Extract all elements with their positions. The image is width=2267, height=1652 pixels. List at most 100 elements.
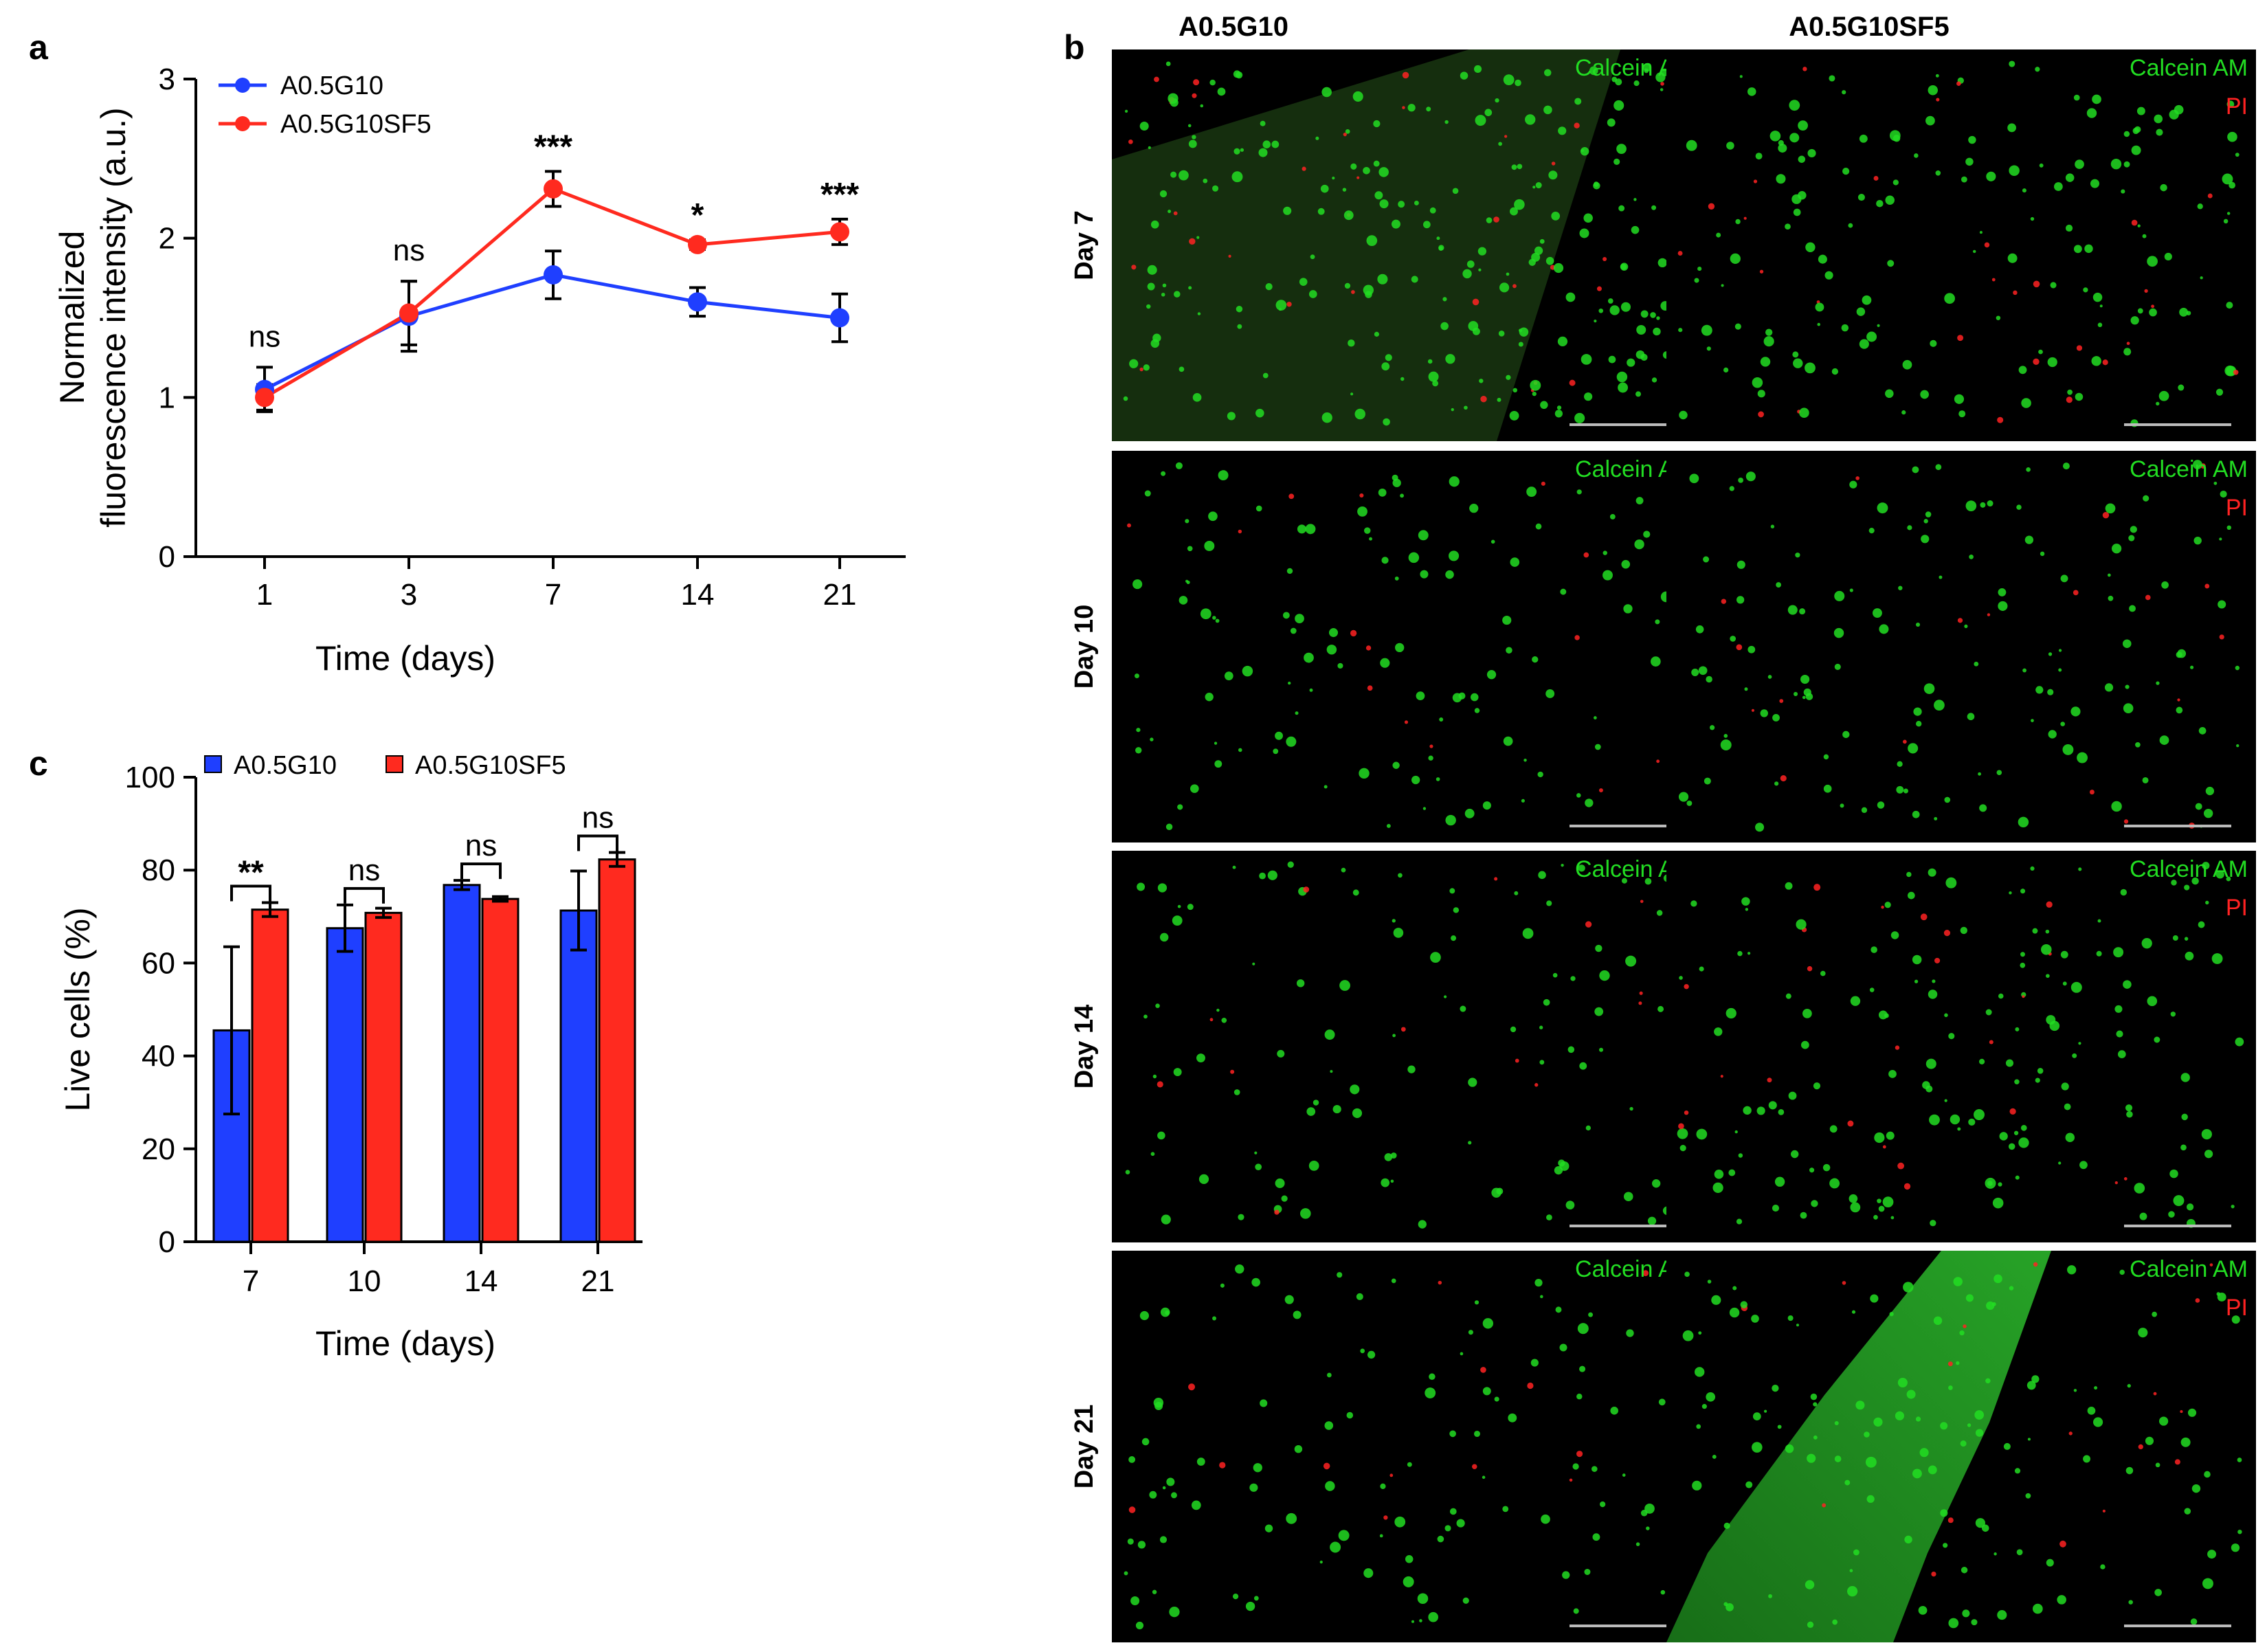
live-cell-dot [2075,392,2084,401]
live-cell-dot [1464,808,1475,818]
live-cell-dot [1232,865,1236,869]
live-cell-dot [1866,331,1877,342]
live-cell-dot [1196,1458,1205,1466]
live-cell-dot [2111,544,2122,554]
live-cell-dot [1540,1295,1543,1299]
live-cell-dot [1651,1179,1661,1188]
live-cell-dot [1403,1576,1414,1587]
live-cell-dot [1726,1007,1736,1019]
live-cell-dot [1552,972,1558,978]
live-cell-dot [1169,1606,1180,1618]
live-cell-dot [1945,877,1957,889]
live-cell-dot [1532,656,1539,663]
significance-label: * [691,197,704,234]
fluorescent-smear [1666,1251,2051,1642]
live-cell-dot [1363,166,1370,175]
live-cell-dot [1398,201,1405,208]
live-cell-dot [1706,1392,1716,1402]
live-cell-dot [1395,643,1405,653]
live-cell-dot [1961,176,1967,183]
live-cell-dot [1803,688,1811,697]
live-cell-dot [2147,256,2158,267]
dead-cell-dot [1274,1209,1280,1215]
live-cell-dot [2226,212,2231,215]
live-cell-dot [1935,464,1942,471]
live-cell-dot [2126,1110,2133,1118]
live-cell-dot [2168,1211,2175,1218]
live-cell-dot [1562,1571,1570,1579]
live-cell-dot [1462,1597,1469,1604]
live-cell-dot [1262,372,1269,379]
live-cell-dot [2105,503,2116,514]
live-cell-dot [1553,263,1564,274]
live-cell-dot [1251,1277,1260,1287]
live-cell-dot [1897,1378,1908,1388]
live-cell-dot [1834,663,1841,671]
live-cell-dot [1921,535,1930,544]
live-cell-dot [1635,350,1645,359]
live-cell-dot [1440,322,1449,331]
live-cell-dot [1526,487,1537,498]
live-cell-dot [1755,823,1765,832]
live-cell-dot [2058,1161,2062,1165]
live-cell-dot [1996,315,2001,320]
live-cell-dot [1150,1152,1155,1157]
live-cell-dot [2125,684,2130,689]
live-cell-dot [1636,324,1646,335]
live-cell-dot [1293,1310,1302,1319]
live-cell-dot [1678,328,1683,333]
live-cell-dot [1720,739,1732,750]
live-cell-dot [1468,321,1479,331]
dead-cell-dot [1472,1464,1477,1470]
live-cell-dot [1338,1530,1350,1541]
dead-cell-dot [2102,1509,2106,1513]
live-cell-dot [1144,490,1151,497]
live-cell-dot [2127,1383,2131,1388]
live-cell-dot [2215,388,2224,396]
live-cell-dot [1286,568,1293,574]
live-cell-dot [1974,1410,1985,1420]
live-cell-dot [1171,1492,1177,1499]
live-cell-dot [2139,1212,2147,1220]
live-cell-dot [1296,979,1305,987]
live-cell-dot [1912,1469,1922,1479]
live-cell-dot [1407,1065,1416,1073]
live-cell-dot [1482,801,1491,810]
live-cell-dot [1714,1170,1724,1179]
live-cell-dot [1124,1571,1128,1576]
live-cell-dot [1738,1153,1743,1158]
live-cell-dot [1570,976,1576,981]
live-cell-dot [1800,674,1810,684]
dead-cell-dot [1947,1517,1954,1523]
live-cell-dot [2185,951,2194,961]
dead-cell-dot [1638,1001,1642,1005]
live-cell-dot [1599,1501,1606,1508]
live-cell-dot [1530,379,1541,391]
live-cell-dot [1468,1330,1473,1335]
live-cell-dot [1484,109,1493,117]
live-cell-dot [2154,1036,2160,1043]
live-cell-dot [1831,368,1839,375]
live-cell-dot [1609,514,1616,520]
row-header-day: Day 7 [1070,210,1099,280]
live-cell-dot [1736,1218,1743,1225]
dead-cell-dot [2177,698,2180,702]
live-cell-dot [1378,488,1387,497]
live-cell-dot [1514,891,1519,895]
live-cell-dot [1964,624,1968,628]
dead-cell-dot [2076,345,2083,351]
live-cell-dot [1495,98,1499,103]
live-cell-dot [1616,144,1627,155]
dead-cell-dot [1847,1120,1854,1127]
live-cell-dot [1901,410,1906,415]
live-cell-dot [1249,1483,1258,1492]
live-cell-dot [2035,1078,2040,1083]
live-cell-dot [2091,356,2101,366]
live-cell-dot [1548,170,1558,180]
live-cell-dot [1237,324,1242,329]
live-cell-dot [2045,929,2050,934]
live-cell-dot [1227,412,1236,421]
